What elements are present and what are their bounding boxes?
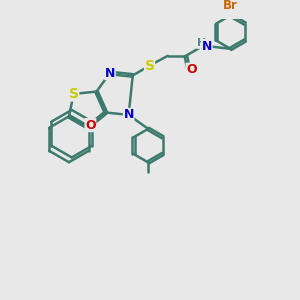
Text: S: S xyxy=(145,58,154,73)
Text: S: S xyxy=(69,87,79,101)
Text: N: N xyxy=(123,108,134,122)
Text: H: H xyxy=(196,38,206,48)
Text: N: N xyxy=(105,67,115,80)
Text: N: N xyxy=(202,40,212,52)
Text: O: O xyxy=(186,63,197,76)
Text: O: O xyxy=(85,118,96,132)
Text: Br: Br xyxy=(223,0,238,12)
